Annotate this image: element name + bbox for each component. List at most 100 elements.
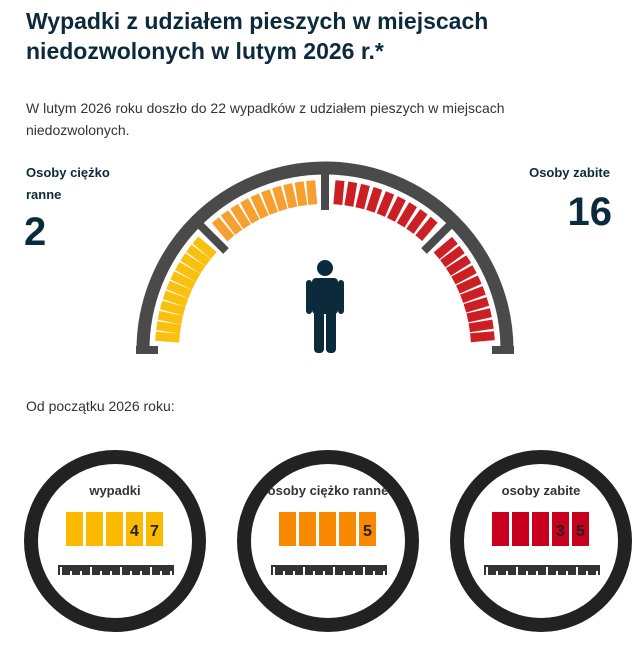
gauge-segment [175, 262, 201, 282]
ruler-tick [293, 571, 295, 575]
gauge-segment [294, 181, 308, 207]
gauge-segment [180, 253, 206, 274]
pedestrian-icon-arm [306, 280, 312, 314]
gauge-segment [159, 300, 186, 316]
ruler-tick [100, 571, 102, 575]
gauge-segment [344, 181, 358, 207]
ruler-tick [546, 567, 548, 575]
ruler [484, 565, 600, 575]
gauge-segment [470, 331, 495, 343]
digit: 3 [556, 523, 565, 540]
gauge-segment [220, 210, 243, 235]
gauge-segment [445, 255, 472, 276]
gauge-segment [433, 236, 458, 260]
gauge-segment [170, 271, 196, 290]
gauge-segment [192, 236, 217, 259]
digit-box [532, 512, 549, 546]
gauge-segment [396, 202, 417, 228]
gauge-foot-left [136, 346, 158, 354]
ruler [58, 565, 174, 575]
ruler-tick [160, 571, 162, 575]
pedestrian-icon-leg [314, 305, 324, 353]
digit: 5 [576, 523, 585, 540]
gauge-segment [272, 185, 288, 212]
gauge-segment [155, 331, 180, 343]
ruler-tick [343, 571, 345, 575]
pedestrian-icon-arm [338, 280, 344, 314]
ruler-tick [110, 571, 112, 575]
gauge-segment [162, 290, 189, 307]
ruler-tick [536, 571, 538, 575]
digit-box [146, 512, 163, 546]
gauge-segment [440, 245, 465, 268]
gauge-segment [230, 203, 251, 230]
gauge-segment [468, 319, 494, 333]
ruler-tick [596, 571, 598, 575]
gauge-segment [463, 297, 490, 313]
ruler-tick [120, 567, 122, 575]
ruler-tick [90, 567, 92, 575]
ruler-tick [140, 571, 142, 575]
gauge-divider [193, 218, 229, 254]
digit-box [299, 512, 316, 546]
ruler-tick [373, 571, 375, 575]
ruler-tick [80, 571, 82, 575]
digit-box [319, 512, 336, 546]
digit-box [106, 512, 123, 546]
ruler-tick [283, 571, 285, 575]
digit-box [339, 512, 356, 546]
gauge-segment [283, 183, 298, 209]
ruler-tick [170, 571, 172, 575]
ruler-tick [496, 571, 498, 575]
gauge-segment [333, 180, 345, 205]
since-label: Od początku 2026 roku: [26, 398, 175, 414]
gauge-segment [250, 193, 269, 219]
ruler-tick [273, 567, 275, 575]
counter-label: wypadki [89, 483, 141, 498]
gauge-segment [211, 217, 235, 242]
counter-label: osoby ciężko ranne [267, 483, 389, 498]
ruler-tick [130, 571, 132, 575]
digit-box [86, 512, 103, 546]
counter-ring [24, 450, 206, 632]
ruler-tick [383, 571, 385, 575]
digit-box [552, 512, 569, 546]
ruler-tick [556, 571, 558, 575]
ruler-tick [506, 571, 508, 575]
injured-value: 2 [24, 210, 47, 254]
ruler-tick [313, 571, 315, 575]
ruler-tick [60, 567, 62, 575]
counter-label: osoby zabite [501, 483, 581, 498]
gauge-segment [355, 183, 370, 210]
ruler-tick [576, 567, 578, 575]
gauge-segment [240, 198, 260, 224]
gauge-segment [456, 275, 482, 294]
ruler-tick [516, 567, 518, 575]
gauge-segment [306, 180, 318, 205]
counter-digits: 5 [279, 512, 376, 546]
digit: 4 [130, 523, 139, 540]
ruler-tick [323, 571, 325, 575]
gauge-segment [166, 280, 192, 299]
pedestrian-icon-leg [326, 305, 336, 353]
digit-box [66, 512, 83, 546]
gauge-divider [421, 218, 457, 254]
ruler-tick [333, 567, 335, 575]
gauge-segment [406, 209, 428, 234]
gauge-segment [186, 244, 211, 267]
digit: 5 [363, 523, 372, 540]
ruler [271, 565, 387, 575]
ruler-tick [363, 567, 365, 575]
ruler-tick [566, 571, 568, 575]
gauge-segment [415, 216, 438, 241]
digit-box [572, 512, 589, 546]
ruler-tick [586, 571, 588, 575]
ruler-tick [70, 571, 72, 575]
page-title: Wypadki z udziałem pieszych w miejscach … [26, 8, 489, 64]
ruler-tick [526, 571, 528, 575]
killed-value: 16 [567, 190, 613, 234]
ruler-tick [353, 571, 355, 575]
killed-label: Osoby zabite [529, 165, 610, 180]
